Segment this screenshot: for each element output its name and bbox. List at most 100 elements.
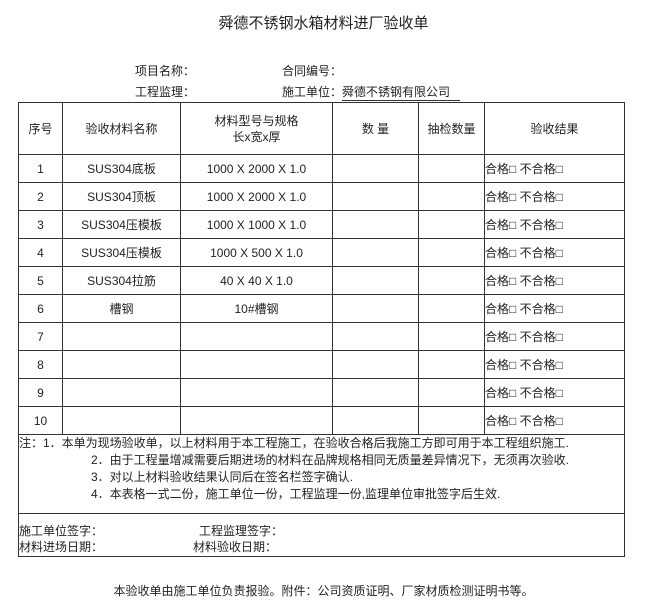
note: 注：1．本单为现场验收单，以上材料用于本工程施工，在验收合格后我施工方即可用于本… [19, 436, 570, 450]
header-cell: 材料型号与规格 长x宽x厚 [180, 102, 333, 155]
quantity [332, 182, 419, 211]
quantity [332, 378, 419, 407]
row-number: 2 [18, 182, 63, 211]
material-name: SUS304底板 [62, 154, 181, 183]
row-number: 8 [18, 350, 63, 379]
header-cell: 序号 [18, 102, 63, 155]
material-spec [180, 378, 333, 407]
material-spec: 40 X 40 X 1.0 [180, 266, 333, 295]
sample-quantity [418, 294, 485, 323]
table-row: 2 SUS304顶板 1000 X 2000 X 1.0 合格□ 不合格□ [18, 182, 625, 211]
sample-quantity [418, 350, 485, 379]
note: 4．本表格一式二份，施工单位一份，工程监理一份,监理单位审批签字后生效. [91, 487, 501, 501]
material-spec [180, 322, 333, 351]
result: 合格□ 不合格□ [484, 154, 625, 183]
material-spec [180, 406, 333, 435]
material-spec: 1000 X 2000 X 1.0 [180, 182, 333, 211]
header-cell: 验收结果 [484, 102, 625, 155]
sample-quantity [418, 322, 485, 351]
row-number: 6 [18, 294, 63, 323]
material-name: SUS304压模板 [62, 210, 181, 239]
header-cell: 验收材料名称 [62, 102, 181, 155]
contractor-label: 施工单位： [282, 85, 343, 99]
material-name [62, 322, 181, 351]
sample-quantity [418, 238, 485, 267]
material-spec: 1000 X 2000 X 1.0 [180, 154, 333, 183]
header-line: 材料型号与规格 [214, 113, 299, 128]
result: 合格□ 不合格□ [484, 266, 625, 295]
signature-label: 工程监理签字： [199, 524, 284, 538]
table-row: 7 合格□ 不合格□ [18, 322, 625, 351]
row-number: 4 [18, 238, 63, 267]
row-number: 3 [18, 210, 63, 239]
acceptance-table: 序号 验收材料名称 材料型号与规格 长x宽x厚数 量抽检数量 验收结果 1 SUS304底板… [18, 102, 625, 557]
material-spec: 1000 X 500 X 1.0 [180, 238, 333, 267]
quantity [332, 406, 419, 435]
material-name: SUS304压模板 [62, 238, 181, 267]
material-name [62, 406, 181, 435]
sample-quantity [418, 210, 485, 239]
quantity [332, 210, 419, 239]
signature-label: 材料进场日期： [19, 540, 104, 554]
table-row: 6 槽钢 10#槽钢 合格□ 不合格□ [18, 294, 625, 323]
material-name: 槽钢 [62, 294, 181, 323]
sample-quantity [418, 154, 485, 183]
contract-label: 合同编号： [282, 64, 343, 78]
row-number: 9 [18, 378, 63, 407]
quantity [332, 322, 419, 351]
table-row: 5 SUS304拉筋 40 X 40 X 1.0 合格□ 不合格□ [18, 266, 625, 295]
row-number: 5 [18, 266, 63, 295]
header-cell: 数 量 [332, 102, 419, 155]
material-name [62, 350, 181, 379]
result: 合格□ 不合格□ [484, 238, 625, 267]
material-name: SUS304顶板 [62, 182, 181, 211]
material-spec: 1000 X 1000 X 1.0 [180, 210, 333, 239]
notes-row: 注：1．本单为现场验收单，以上材料用于本工程施工，在验收合格后我施工方即可用于本… [18, 434, 625, 514]
material-spec [180, 350, 333, 379]
row-number: 10 [18, 406, 63, 435]
row-number: 7 [18, 322, 63, 351]
row-number: 1 [18, 154, 63, 183]
result: 合格□ 不合格□ [484, 350, 625, 379]
quantity [332, 238, 419, 267]
table-row: 10 合格□ 不合格□ [18, 406, 625, 435]
table-row: 1 SUS304底板 1000 X 2000 X 1.0 合格□ 不合格□ [18, 154, 625, 183]
quantity [332, 154, 419, 183]
result: 合格□ 不合格□ [484, 182, 625, 211]
table-row: 9 合格□ 不合格□ [18, 378, 625, 407]
sample-quantity [418, 182, 485, 211]
result: 合格□ 不合格□ [484, 406, 625, 435]
contractor: 舜德不锈钢有限公司 [342, 83, 461, 101]
result: 合格□ 不合格□ [484, 210, 625, 239]
quantity [332, 350, 419, 379]
sample-quantity [418, 406, 485, 435]
table-row: 8 合格□ 不合格□ [18, 350, 625, 379]
header-cell: 抽检数量 [418, 102, 485, 155]
signature-row: 施工单位签字： 工程监理签字： 材料进场日期： 材料验收日期： [18, 513, 625, 557]
result: 合格□ 不合格□ [484, 294, 625, 323]
title: 舜德不锈钢水箱材料进厂验收单 [218, 15, 429, 32]
result: 合格□ 不合格□ [484, 322, 625, 351]
material-name: SUS304拉筋 [62, 266, 181, 295]
note: 2．由于工程量增减需要后期进场的材料在品牌规格相同无质量差异情况下，无须再次验收… [91, 453, 570, 467]
sample-quantity [418, 266, 485, 295]
project-label: 项目名称： [135, 64, 196, 78]
notes: 注：1．本单为现场验收单，以上材料用于本工程施工，在验收合格后我施工方即可用于本… [18, 434, 625, 514]
footer: 本验收单由施工单位负责报验。附件：公司资质证明、厂家材质检测证明书等。 [113, 584, 534, 598]
table-row: 4 SUS304压模板 1000 X 500 X 1.0 合格□ 不合格□ [18, 238, 625, 267]
material-spec: 10#槽钢 [180, 294, 333, 323]
sample-quantity [418, 378, 485, 407]
header-row: 序号 验收材料名称 材料型号与规格 长x宽x厚数 量抽检数量 验收结果 [18, 102, 625, 155]
signatures: 施工单位签字： 工程监理签字： 材料进场日期： 材料验收日期： [18, 513, 625, 557]
material-name [62, 378, 181, 407]
table-row: 3 SUS304压模板 1000 X 1000 X 1.0 合格□ 不合格□ [18, 210, 625, 239]
result: 合格□ 不合格□ [484, 378, 625, 407]
quantity [332, 266, 419, 295]
supervisor-label: 工程监理： [135, 85, 196, 99]
header-line: 长x宽x厚 [232, 129, 281, 144]
quantity [332, 294, 419, 323]
signature-label: 材料验收日期： [193, 540, 278, 554]
note: 3．对以上材料验收结果认同后在签名栏签字确认. [91, 470, 354, 484]
signature-label: 施工单位签字： [19, 524, 104, 538]
